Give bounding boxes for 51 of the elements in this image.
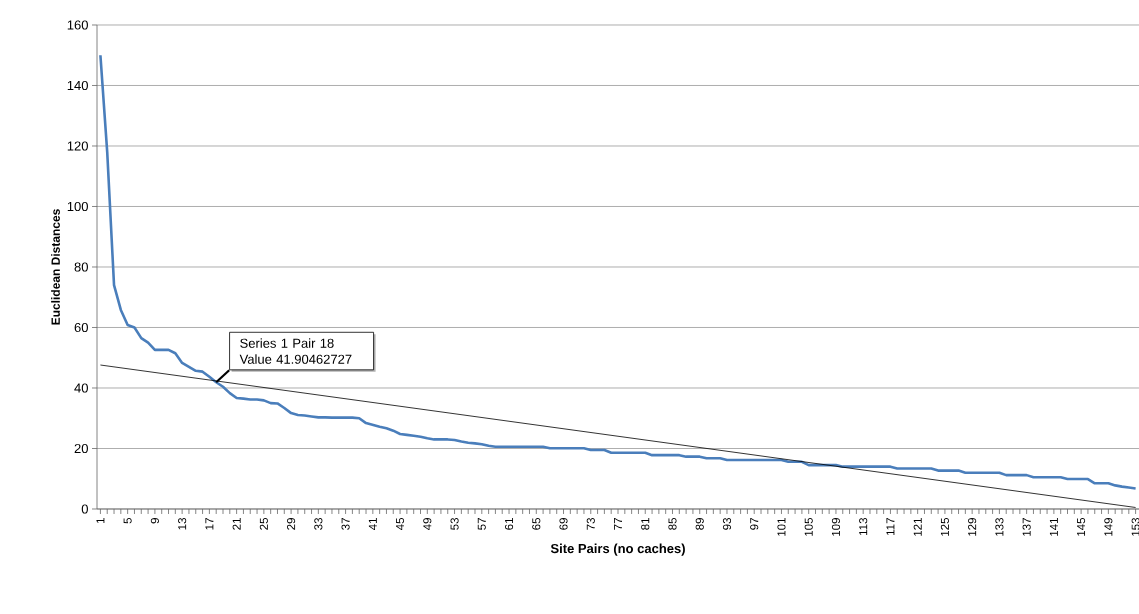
x-tick-label: 37 xyxy=(341,518,350,530)
x-tick-label: 77 xyxy=(614,518,622,530)
y-tick-label: 0 xyxy=(81,504,88,514)
x-tick-label: 105 xyxy=(804,518,813,536)
x-tick-label: 125 xyxy=(940,518,949,536)
x-tick-label: 25 xyxy=(259,518,268,530)
y-tick-label: 100 xyxy=(67,201,88,212)
x-axis-title: Site Pairs (no caches) xyxy=(550,543,685,556)
y-tick-label: 20 xyxy=(74,443,88,454)
x-tick-label: 33 xyxy=(314,518,323,530)
x-tick-label: 57 xyxy=(477,518,486,530)
y-tick-label: 40 xyxy=(74,383,88,393)
y-tick-label: 80 xyxy=(74,262,88,272)
x-tick-label: 21 xyxy=(232,518,241,530)
x-tick-label: 109 xyxy=(831,518,841,536)
x-tick-label: 45 xyxy=(396,518,405,531)
x-tick-label: 49 xyxy=(423,518,432,531)
y-tick-label: 140 xyxy=(67,80,88,91)
x-tick-label: 85 xyxy=(668,518,677,530)
x-tick-label: 141 xyxy=(1049,518,1058,536)
x-tick-label: 9 xyxy=(150,518,159,524)
x-tick-label: 1 xyxy=(96,518,105,524)
x-tick-label: 101 xyxy=(777,518,786,536)
y-axis-title: Euclidean Distances xyxy=(51,209,60,325)
x-tick-label: 117 xyxy=(886,518,895,535)
x-tick-label: 13 xyxy=(178,518,187,530)
x-tick-label: 69 xyxy=(559,518,568,530)
y-tick-label: 160 xyxy=(67,20,88,30)
x-tick-label: 137 xyxy=(1022,518,1031,536)
x-tick-label: 17 xyxy=(205,518,214,530)
x-tick-label: 81 xyxy=(641,518,650,530)
x-tick-label: 145 xyxy=(1077,518,1086,536)
x-tick-label: 133 xyxy=(995,518,1004,536)
x-tick-label: 5 xyxy=(123,518,132,524)
x-tick-label: 129 xyxy=(968,518,977,536)
x-tick-label: 153 xyxy=(1131,518,1139,536)
x-tick-label: 149 xyxy=(1104,518,1113,536)
y-tick-label: 60 xyxy=(74,322,88,333)
y-tick-label: 120 xyxy=(67,141,88,151)
x-tick-label: 61 xyxy=(504,518,514,530)
x-tick-label: 113 xyxy=(859,518,868,535)
x-tick-label: 41 xyxy=(368,518,377,531)
x-tick-label: 97 xyxy=(750,518,759,530)
x-tick-label: 29 xyxy=(287,518,296,530)
x-tick-label: 53 xyxy=(450,518,459,530)
x-tick-label: 89 xyxy=(695,518,704,530)
x-tick-label: 73 xyxy=(586,518,595,530)
x-tick-label: 93 xyxy=(722,518,732,530)
x-tick-label: 121 xyxy=(913,518,922,536)
x-tick-label: 65 xyxy=(532,518,541,530)
annotation: Series 1 Pair 18 Value 41.90462727 xyxy=(239,338,352,364)
